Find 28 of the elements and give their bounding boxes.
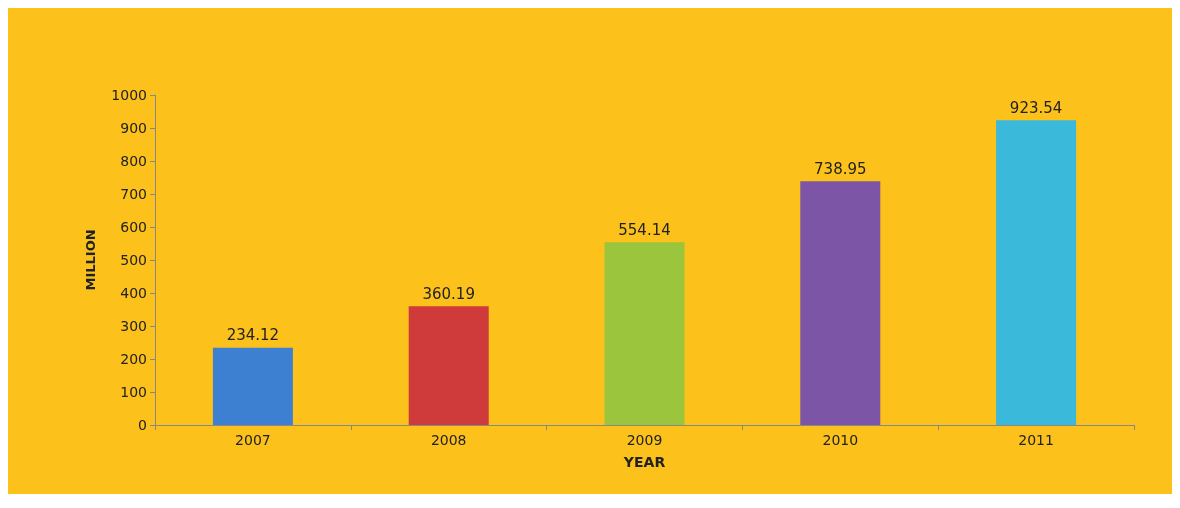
x-tick-label: 2008 — [430, 432, 467, 448]
bar — [604, 242, 685, 425]
bar — [800, 181, 881, 425]
data-label: 738.95 — [814, 159, 867, 178]
y-tick-label: 1000 — [111, 87, 147, 103]
y-tick-label: 800 — [120, 153, 147, 169]
data-label: 234.12 — [226, 326, 280, 345]
y-tick-label: 300 — [120, 318, 147, 334]
bar — [996, 120, 1077, 425]
x-tick-label: 2009 — [626, 432, 663, 448]
y-tick-label: 900 — [120, 120, 147, 136]
data-label: 923.54 — [1009, 98, 1063, 117]
x-tick-label: 2010 — [822, 432, 859, 448]
y-tick-label: 600 — [120, 219, 147, 235]
y-axis-title: MILLION — [83, 229, 98, 291]
x-tick-label: 2007 — [235, 432, 271, 448]
y-tick-label: 700 — [120, 186, 147, 202]
x-axis-title: YEAR — [622, 454, 666, 470]
y-tick-label: 400 — [120, 285, 147, 301]
x-tick-label: 2011 — [1018, 432, 1054, 448]
y-tick-label: 100 — [120, 384, 147, 400]
bar — [408, 306, 489, 425]
y-tick-label: 200 — [120, 351, 147, 367]
y-tick-label: 500 — [120, 252, 147, 268]
bar — [212, 347, 293, 425]
data-label: 360.19 — [422, 284, 475, 303]
data-label: 554.14 — [618, 220, 671, 239]
y-tick-label: 0 — [138, 417, 147, 433]
